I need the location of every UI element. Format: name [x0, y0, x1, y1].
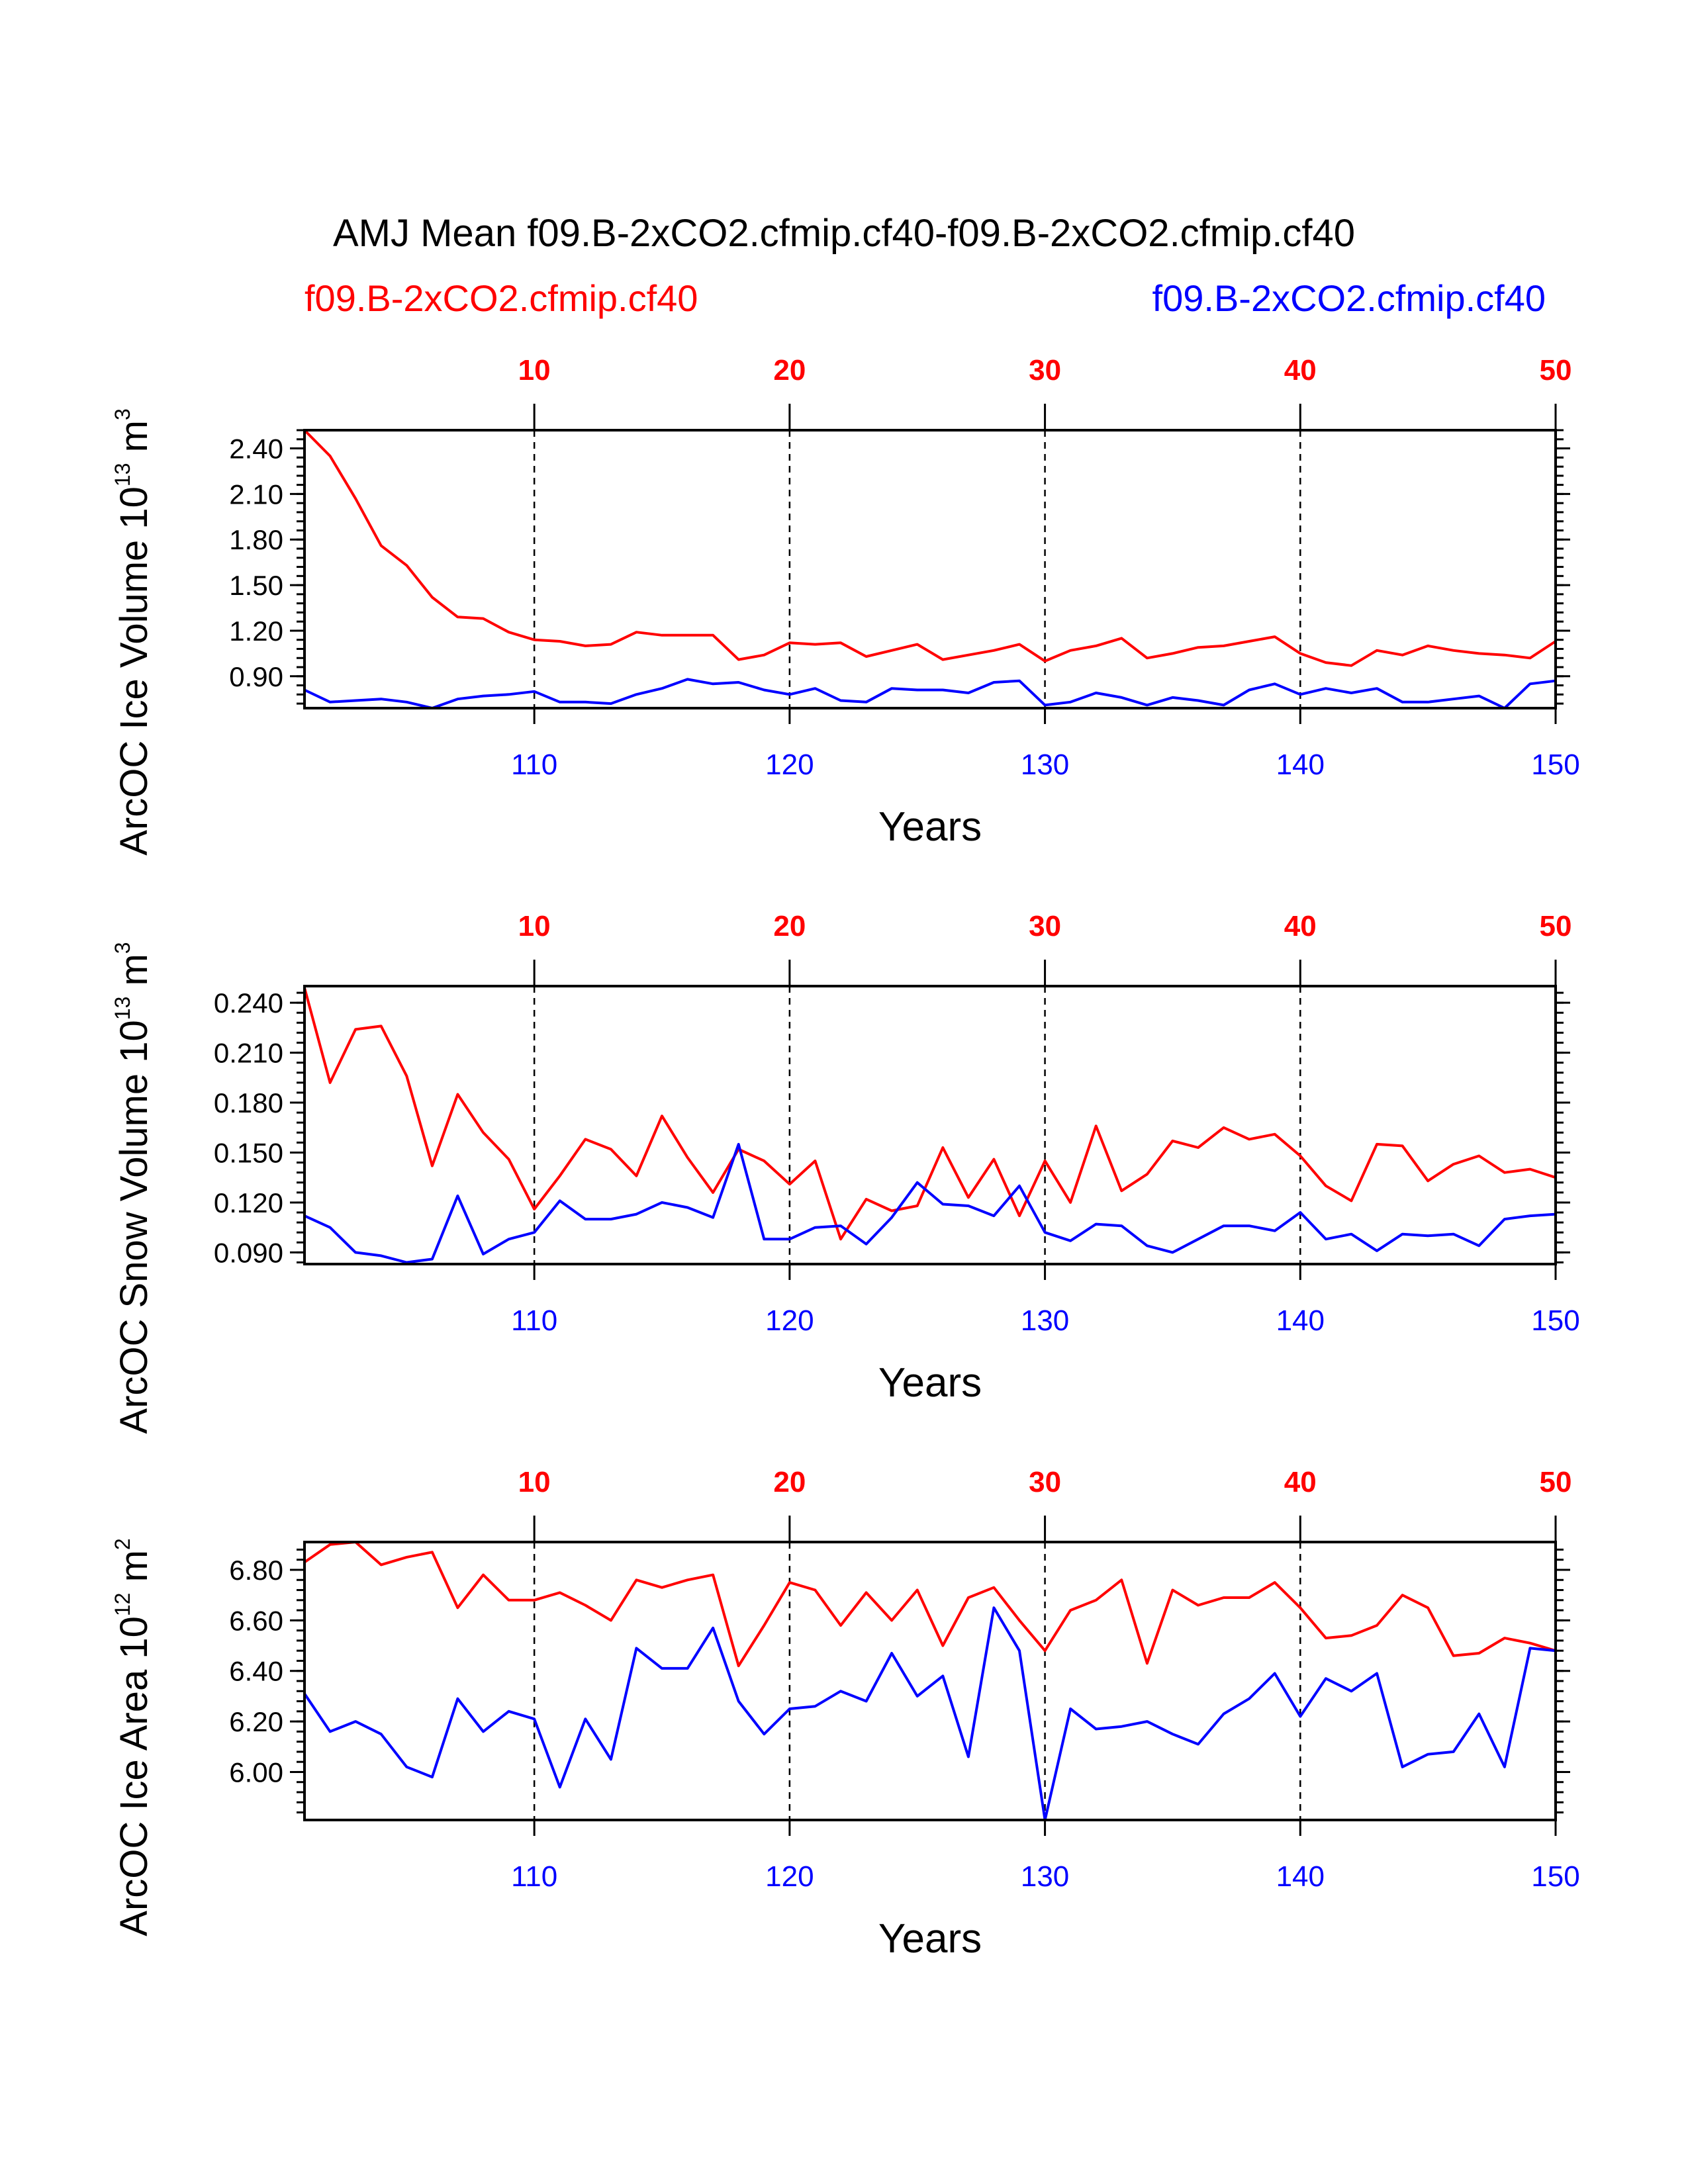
x-tick-label-bottom: 120	[765, 749, 814, 781]
x-tick-label-top: 40	[1284, 1466, 1317, 1498]
x-tick-label-top: 30	[1029, 354, 1061, 387]
x-tick-label-bottom: 130	[1021, 1860, 1069, 1893]
x-tick-label-bottom: 150	[1531, 749, 1579, 781]
x-tick-label-top: 50	[1540, 354, 1572, 387]
x-tick-label-top: 20	[773, 1466, 806, 1498]
y-tick-label: 6.00	[229, 1756, 283, 1788]
series-line-blue	[304, 678, 1556, 709]
x-tick-label-bottom: 120	[765, 1860, 814, 1893]
y-tick-label: 2.40	[229, 433, 283, 465]
x-axis-label: Years	[878, 1916, 982, 1962]
series-line-blue	[303, 1606, 1556, 1821]
x-tick-label-top: 50	[1540, 910, 1572, 942]
x-tick-label-bottom: 140	[1276, 749, 1325, 781]
y-tick-label: 2.10	[229, 478, 283, 510]
y-tick-label: 1.20	[229, 615, 283, 647]
x-tick-label-top: 10	[518, 1466, 551, 1498]
plot-frame	[303, 429, 1557, 709]
y-tick-label: 6.80	[229, 1555, 283, 1586]
x-tick-label-bottom: 150	[1531, 1304, 1579, 1337]
x-tick-label-bottom: 140	[1276, 1304, 1325, 1337]
x-tick-label-bottom: 130	[1021, 749, 1069, 781]
legend-case-red: f09.B-2xCO2.cfmip.cf40	[305, 277, 698, 319]
y-axis-label: ArcOC Ice Area 1012 m2	[111, 1538, 156, 1936]
chart-panel-2: 0.240 0.210 0.180 0.150 0.120 0.090 110 10 120 20…	[111, 910, 1580, 1434]
main-title: AMJ Mean f09.B-2xCO2.cfmip.cf40-f09.B-2x…	[333, 212, 1355, 255]
panels-container: 2.40 2.10 1.80 1.50 1.20 0.90 110 10 120 20 130 30 1…	[111, 354, 1580, 1962]
y-tick-label: 6.60	[229, 1605, 283, 1636]
y-tick-label: 1.80	[229, 524, 283, 555]
x-tick-label-top: 50	[1540, 1466, 1572, 1498]
x-tick-label-bottom: 120	[765, 1304, 814, 1337]
x-tick-label-top: 20	[773, 910, 806, 942]
x-tick-label-bottom: 140	[1276, 1860, 1325, 1893]
x-tick-label-top: 30	[1029, 1466, 1061, 1498]
x-tick-label-top: 10	[518, 354, 551, 387]
x-axis-label: Years	[878, 1360, 982, 1406]
series-line-blue	[304, 1142, 1556, 1264]
y-tick-label: 0.90	[229, 661, 283, 692]
x-tick-label-top: 40	[1284, 354, 1317, 387]
y-tick-label: 0.090	[214, 1237, 283, 1268]
y-axis-label: ArcOC Ice Volume 1013 m3	[111, 408, 156, 856]
plot-frame	[303, 985, 1557, 1265]
chart-panel-3: 6.80 6.60 6.40 6.20 6.00 110 10 120 20 130 30 140 40…	[111, 1466, 1580, 1962]
y-axis-label: ArcOC Snow Volume 1013 m3	[111, 942, 156, 1433]
plot-frame	[303, 1541, 1557, 1821]
x-tick-label-bottom: 110	[511, 1860, 557, 1893]
x-tick-label-bottom: 150	[1531, 1860, 1579, 1893]
x-tick-label-top: 10	[518, 910, 551, 942]
x-tick-label-top: 20	[773, 354, 806, 387]
y-tick-label: 0.240	[214, 987, 283, 1019]
chart-panel-1: 2.40 2.10 1.80 1.50 1.20 0.90 110 10 120 20 130 30 1…	[111, 354, 1580, 856]
y-tick-label: 0.150	[214, 1137, 283, 1168]
y-tick-label: 1.50	[229, 570, 283, 601]
x-axis-label: Years	[878, 804, 982, 850]
x-tick-label-top: 30	[1029, 910, 1061, 942]
x-tick-label-bottom: 110	[511, 749, 557, 781]
x-tick-label-bottom: 110	[511, 1304, 557, 1337]
y-tick-label: 6.40	[229, 1656, 283, 1687]
series-line-red	[303, 1541, 1556, 1668]
y-tick-label: 0.180	[214, 1087, 283, 1118]
legend-case-blue: f09.B-2xCO2.cfmip.cf40	[1152, 277, 1546, 319]
series-line-red	[303, 429, 1557, 667]
x-tick-label-bottom: 130	[1021, 1304, 1069, 1337]
series-line-red	[303, 987, 1556, 1241]
y-tick-label: 6.20	[229, 1706, 283, 1737]
y-tick-label: 0.120	[214, 1187, 283, 1218]
x-tick-label-top: 40	[1284, 910, 1317, 942]
y-tick-label: 0.210	[214, 1038, 283, 1069]
